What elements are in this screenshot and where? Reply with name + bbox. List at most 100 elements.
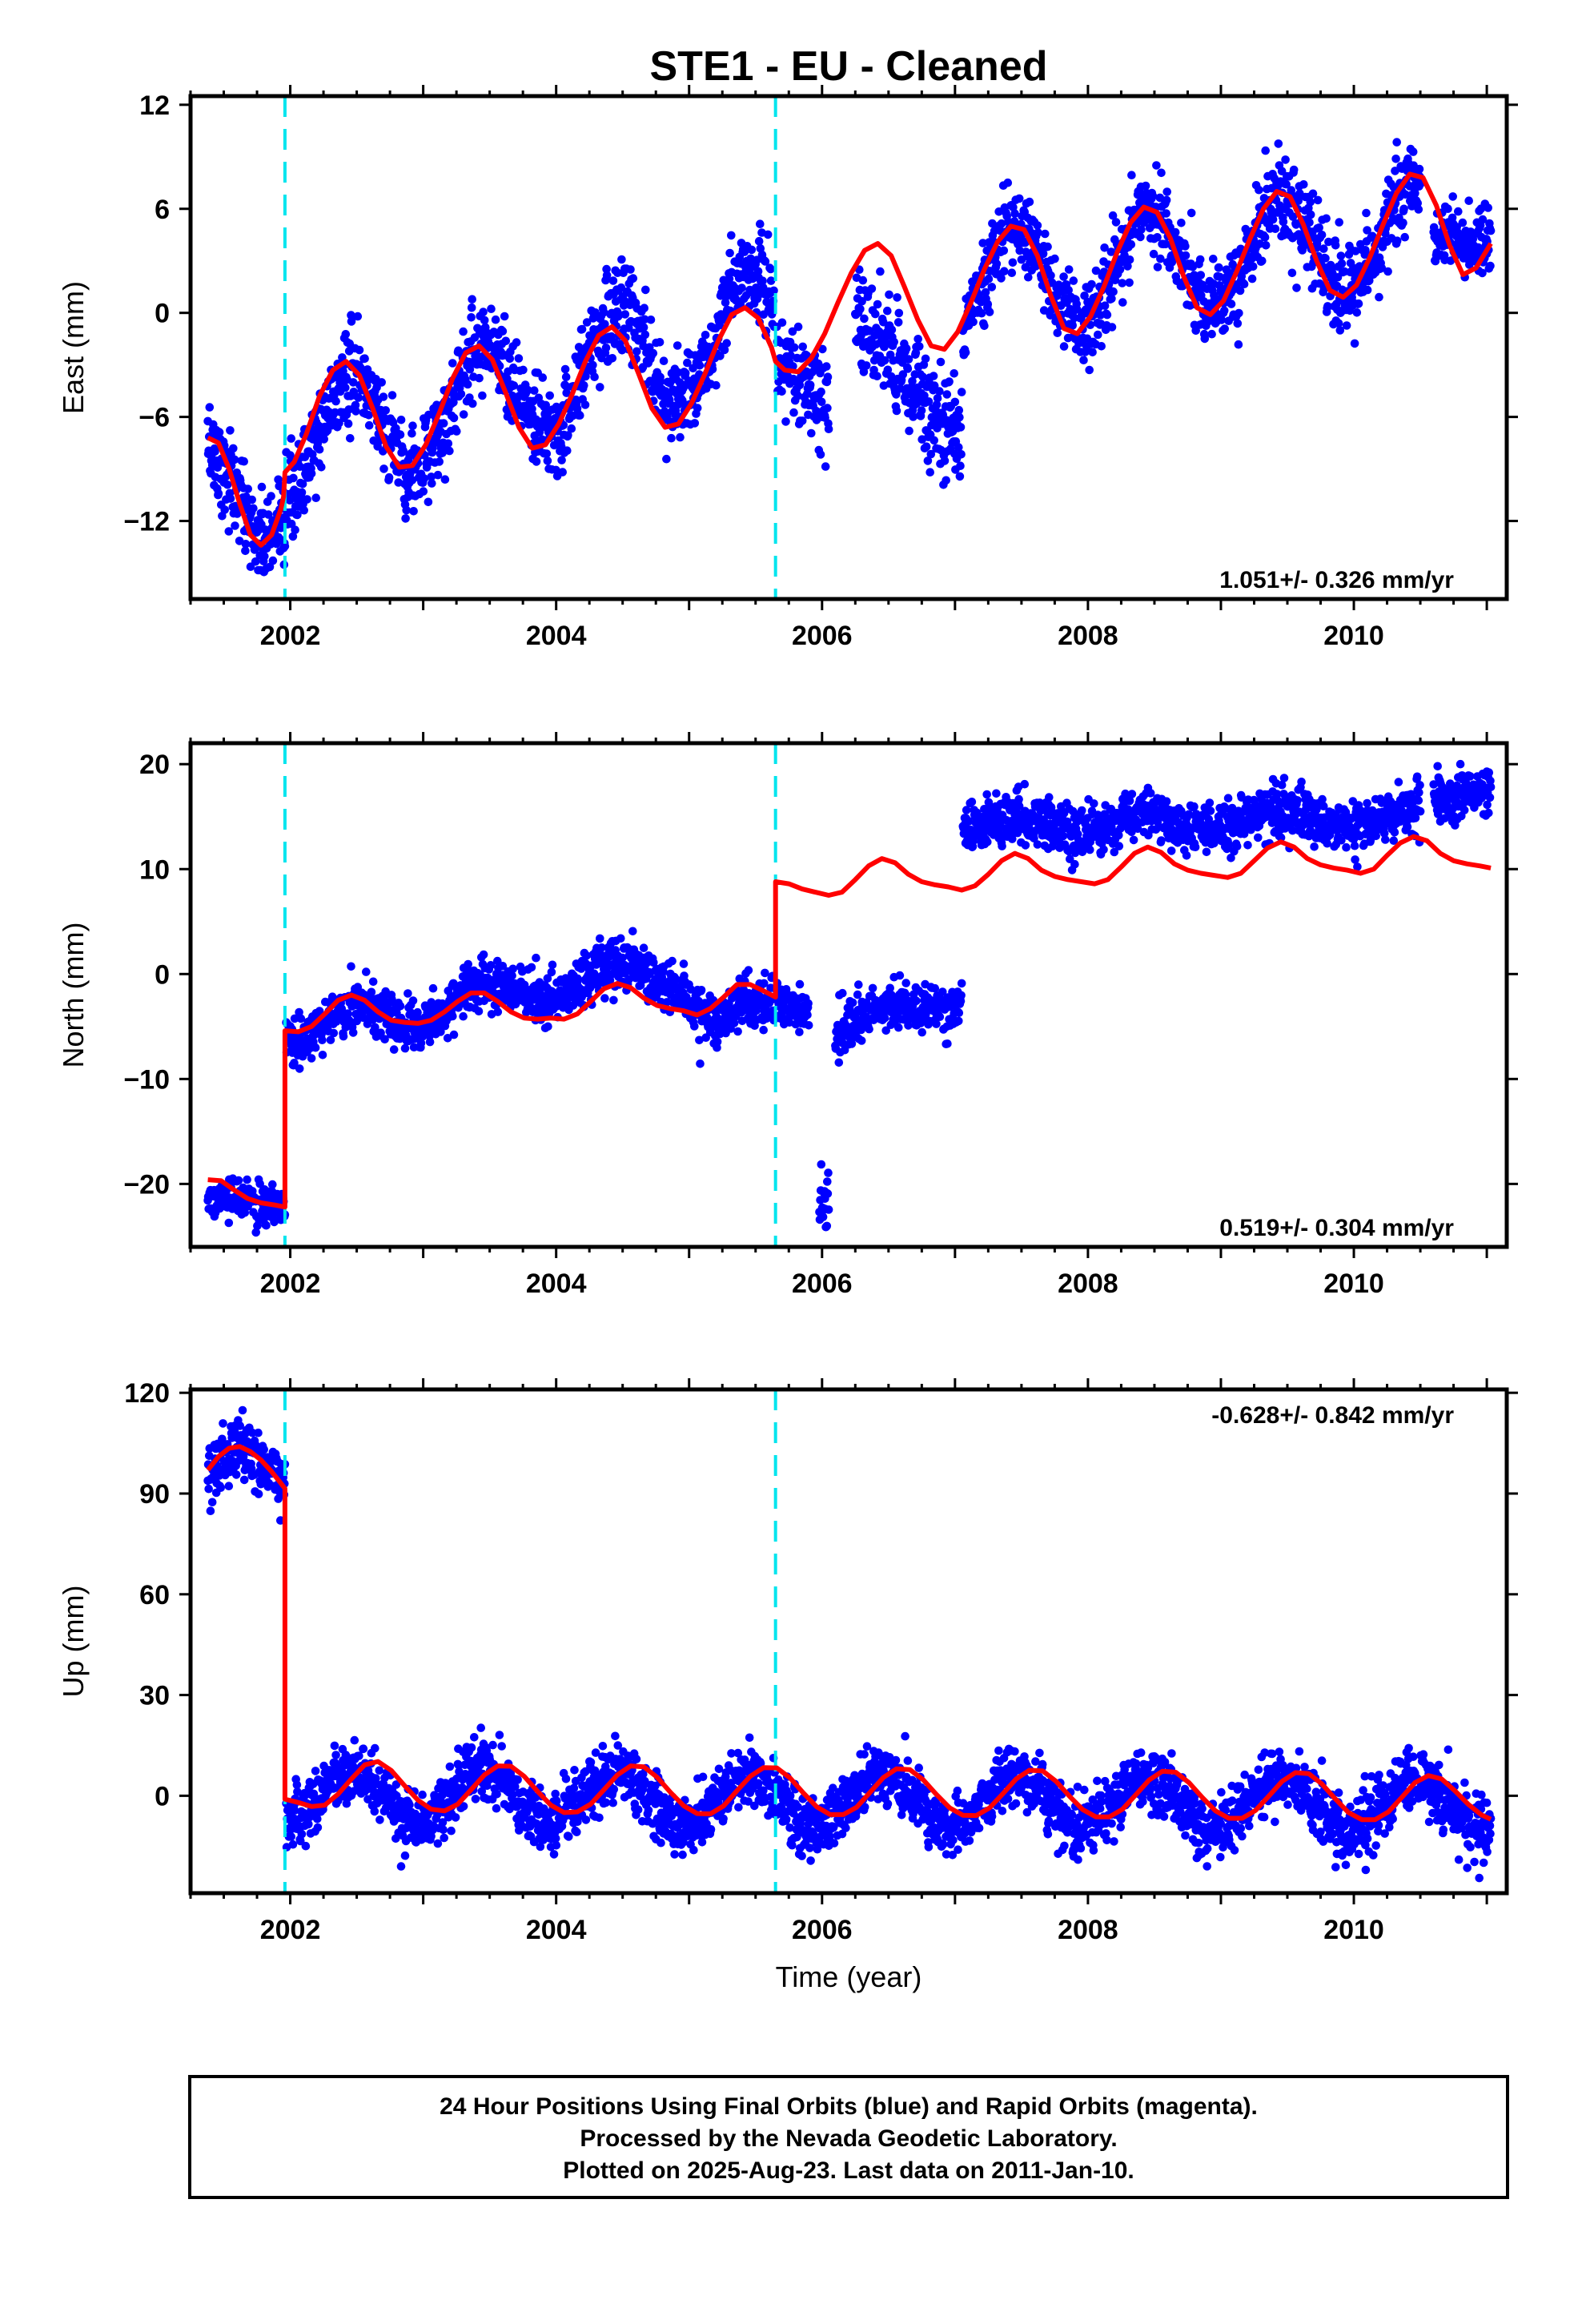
data-point	[545, 391, 554, 400]
data-point	[290, 1059, 299, 1068]
data-point	[793, 391, 802, 400]
data-point	[467, 313, 476, 322]
data-point	[816, 450, 825, 459]
data-point	[898, 370, 908, 379]
data-point	[997, 219, 1006, 228]
data-point	[857, 1036, 866, 1045]
data-point	[956, 423, 966, 432]
data-point	[520, 980, 529, 990]
data-point	[857, 1025, 865, 1035]
data-point	[1261, 241, 1271, 250]
data-point	[1110, 847, 1119, 857]
data-point	[1153, 263, 1162, 271]
data-point	[943, 1039, 952, 1048]
data-point	[871, 309, 880, 319]
data-point	[824, 424, 833, 433]
data-point	[824, 1168, 833, 1177]
data-point	[873, 300, 882, 309]
data-point	[822, 362, 831, 371]
data-point	[1087, 279, 1096, 289]
data-point	[1126, 239, 1136, 249]
data-point	[1020, 779, 1030, 789]
data-point	[950, 397, 960, 407]
data-point	[921, 442, 931, 451]
data-point	[964, 817, 974, 826]
data-point	[413, 1007, 422, 1017]
data-point	[961, 348, 970, 357]
data-point	[712, 380, 721, 390]
data-point	[582, 318, 592, 327]
data-point	[402, 505, 411, 515]
data-point	[1239, 279, 1249, 289]
data-point	[917, 406, 926, 415]
data-point	[954, 1016, 963, 1026]
data-point	[347, 317, 356, 326]
data-point	[291, 525, 299, 534]
data-point	[987, 283, 997, 292]
data-point	[753, 267, 763, 276]
data-point	[1281, 155, 1290, 164]
data-point	[307, 469, 316, 478]
data-point	[935, 1012, 945, 1021]
data-point	[318, 1035, 327, 1044]
data-point	[789, 343, 799, 352]
data-point	[1146, 789, 1155, 798]
data-point	[561, 372, 571, 382]
data-point	[1260, 232, 1270, 242]
data-point	[249, 504, 258, 513]
data-point	[347, 962, 355, 971]
data-point	[1127, 171, 1136, 179]
data-point	[408, 996, 418, 1005]
data-point	[339, 1031, 348, 1041]
data-point	[1008, 258, 1018, 267]
data-point	[360, 354, 369, 364]
data-point	[616, 283, 626, 292]
data-point	[868, 983, 877, 993]
data-point	[509, 381, 519, 390]
data-point	[955, 412, 964, 422]
data-point	[681, 368, 690, 378]
data-point	[867, 284, 877, 293]
data-point	[895, 971, 905, 980]
data-point	[1064, 265, 1074, 274]
data-point	[401, 514, 410, 523]
data-point	[639, 943, 648, 952]
data-point	[563, 446, 572, 455]
data-point	[315, 444, 324, 454]
data-point	[1321, 254, 1330, 263]
data-point	[1331, 241, 1340, 250]
data-point	[781, 417, 790, 426]
data-point	[311, 493, 321, 502]
data-point	[380, 1035, 389, 1043]
data-point	[908, 376, 917, 386]
data-point	[1255, 185, 1263, 195]
data-point	[1094, 330, 1102, 340]
data-point	[439, 419, 448, 428]
data-point	[857, 296, 866, 306]
data-point	[425, 1037, 435, 1047]
data-point	[901, 990, 910, 999]
data-point	[257, 482, 267, 492]
data-point	[1313, 195, 1323, 205]
data-point	[329, 1028, 339, 1038]
data-point	[663, 412, 672, 422]
data-point	[1008, 834, 1017, 843]
data-point	[649, 958, 658, 967]
data-points	[203, 759, 1496, 1237]
data-point	[904, 1021, 913, 1030]
data-point	[384, 472, 394, 482]
data-point	[1086, 845, 1094, 854]
data-point	[576, 411, 584, 420]
data-point	[1391, 167, 1399, 175]
data-point	[769, 286, 778, 296]
data-point	[288, 532, 298, 541]
data-point	[1118, 298, 1127, 307]
data-point	[876, 267, 885, 276]
data-point	[1200, 334, 1210, 344]
data-point	[695, 361, 705, 370]
data-point	[1247, 274, 1257, 283]
data-point	[224, 527, 234, 536]
data-point	[1448, 192, 1457, 201]
data-point	[542, 449, 552, 458]
data-point	[821, 462, 830, 471]
